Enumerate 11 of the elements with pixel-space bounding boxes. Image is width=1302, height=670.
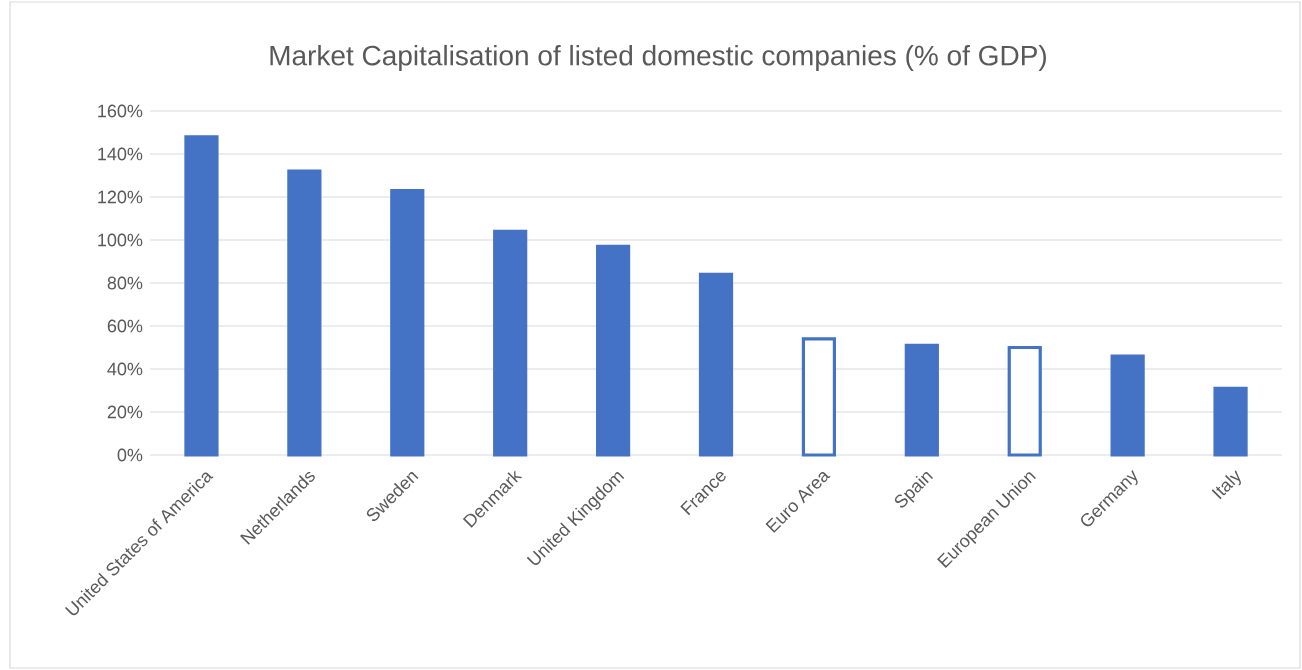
y-tick-label: 60%: [107, 319, 143, 333]
y-tick-label: 20%: [107, 405, 143, 419]
y-tick-label: 40%: [107, 362, 143, 376]
y-tick-label: 120%: [98, 190, 143, 204]
y-tick-label: 160%: [98, 104, 143, 118]
y-tick-label: 0%: [117, 448, 143, 462]
y-tick-label: 100%: [98, 233, 143, 247]
y-tick-label: 80%: [107, 276, 143, 290]
chart-title: Market Capitalisation of listed domestic companies (% of GDP): [270, 44, 1046, 72]
x-tick-label: Italy: [1211, 470, 1241, 500]
y-tick-label: 140%: [98, 147, 143, 161]
